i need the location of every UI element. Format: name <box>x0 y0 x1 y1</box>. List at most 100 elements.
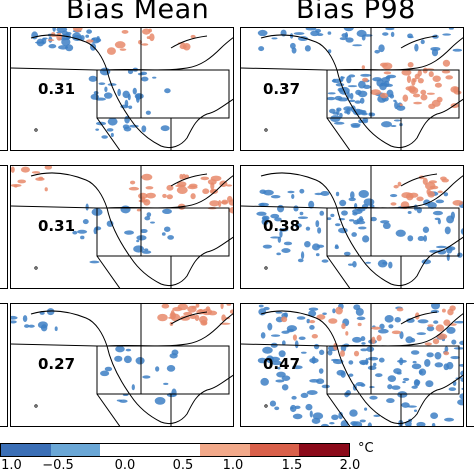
bias-patch <box>378 44 385 53</box>
map-panel-row1-mean: 0.31 <box>10 27 234 151</box>
bias-patch <box>388 324 394 329</box>
bias-patch <box>315 253 320 257</box>
region-divider <box>326 393 351 426</box>
bias-patch <box>406 318 415 323</box>
bias-patch <box>65 31 72 36</box>
bias-patch <box>374 49 380 54</box>
bias-patch <box>256 211 267 216</box>
bias-patch <box>292 334 297 341</box>
bias-patch <box>44 187 48 192</box>
bias-patch <box>122 90 130 99</box>
bias-patch <box>194 314 200 321</box>
bias-patch <box>338 411 343 420</box>
map-panel-row3-mean: 0.27 <box>10 303 234 427</box>
bias-patch <box>297 216 309 220</box>
bias-patch <box>343 251 351 256</box>
bias-patch <box>434 352 442 360</box>
bias-patch <box>144 216 151 221</box>
bias-patch <box>202 188 210 195</box>
bias-patch <box>387 375 397 383</box>
bias-patch <box>452 48 463 52</box>
region-box <box>326 207 460 257</box>
bias-patch <box>17 179 27 184</box>
bias-patch <box>146 212 152 218</box>
bias-patch <box>446 215 455 224</box>
island-marker <box>34 266 38 270</box>
region-box <box>96 69 230 119</box>
bias-patch <box>281 340 286 346</box>
bias-patch <box>318 368 324 374</box>
score-label: 0.31 <box>38 217 76 235</box>
bias-patch <box>89 260 100 264</box>
bias-patch <box>344 31 348 40</box>
bias-patch <box>353 219 360 225</box>
score-label: 0.27 <box>38 355 76 373</box>
bias-patch <box>166 184 174 191</box>
bias-patch <box>434 82 442 88</box>
bias-patch <box>434 362 444 368</box>
bias-patch <box>441 70 451 74</box>
bias-patch <box>361 34 366 41</box>
bias-patch <box>367 365 377 371</box>
bias-patch <box>161 232 166 236</box>
bias-patch <box>82 219 89 225</box>
bias-patch <box>334 244 339 248</box>
bias-patch <box>339 112 343 118</box>
bias-patch <box>128 186 140 191</box>
bias-patch <box>460 378 463 382</box>
bias-patch <box>330 213 335 218</box>
bias-patch <box>389 93 395 99</box>
bias-patch <box>85 34 90 38</box>
bias-patch <box>414 379 421 386</box>
bias-patch <box>358 226 367 230</box>
bias-patch <box>349 219 355 222</box>
score-label: 0.47 <box>263 355 301 373</box>
region-divider <box>326 255 351 288</box>
bias-patch <box>407 210 412 215</box>
bias-patch <box>120 205 131 214</box>
map-graphic <box>241 28 463 150</box>
bias-patch <box>257 357 267 364</box>
bias-patch <box>152 76 157 79</box>
bias-patch <box>353 304 361 311</box>
colorbar-tick-label: 0.0 <box>114 458 136 473</box>
bias-patch <box>140 228 148 234</box>
bias-patch <box>166 365 176 372</box>
bias-patch <box>386 398 395 404</box>
bias-patch <box>331 414 339 421</box>
map-panel-row3-p98: 0.47 <box>240 303 464 427</box>
bias-patch <box>371 326 381 330</box>
bias-patch <box>72 32 82 40</box>
bias-patch <box>161 304 170 309</box>
bias-patch <box>335 83 345 87</box>
bias-patch <box>226 304 232 306</box>
bias-patch <box>387 384 393 390</box>
bias-patch <box>435 324 445 332</box>
bias-patch <box>93 91 99 95</box>
bias-patch <box>309 320 316 324</box>
bias-patch <box>369 395 378 400</box>
bias-patch <box>377 328 389 334</box>
bias-patch <box>11 166 15 173</box>
bias-patch <box>443 351 450 356</box>
bias-patch <box>106 47 116 55</box>
bias-patch <box>390 124 397 128</box>
bias-patch <box>430 46 441 52</box>
bias-patch <box>141 76 149 82</box>
bias-patch <box>371 336 376 344</box>
bias-patch <box>337 97 349 102</box>
bias-patch <box>293 32 305 35</box>
bias-patch <box>51 32 56 37</box>
bias-patch <box>335 191 340 197</box>
bias-patch <box>262 346 273 354</box>
bias-patch <box>169 353 178 359</box>
bias-patch <box>442 33 451 36</box>
colorbar-segment <box>299 444 350 456</box>
bias-patch <box>417 78 424 84</box>
bias-patch <box>228 199 233 206</box>
bias-patch <box>22 315 28 323</box>
bias-patch <box>359 419 366 423</box>
bias-patch <box>260 377 269 386</box>
bias-patch <box>281 248 291 253</box>
bias-patch <box>420 94 428 101</box>
